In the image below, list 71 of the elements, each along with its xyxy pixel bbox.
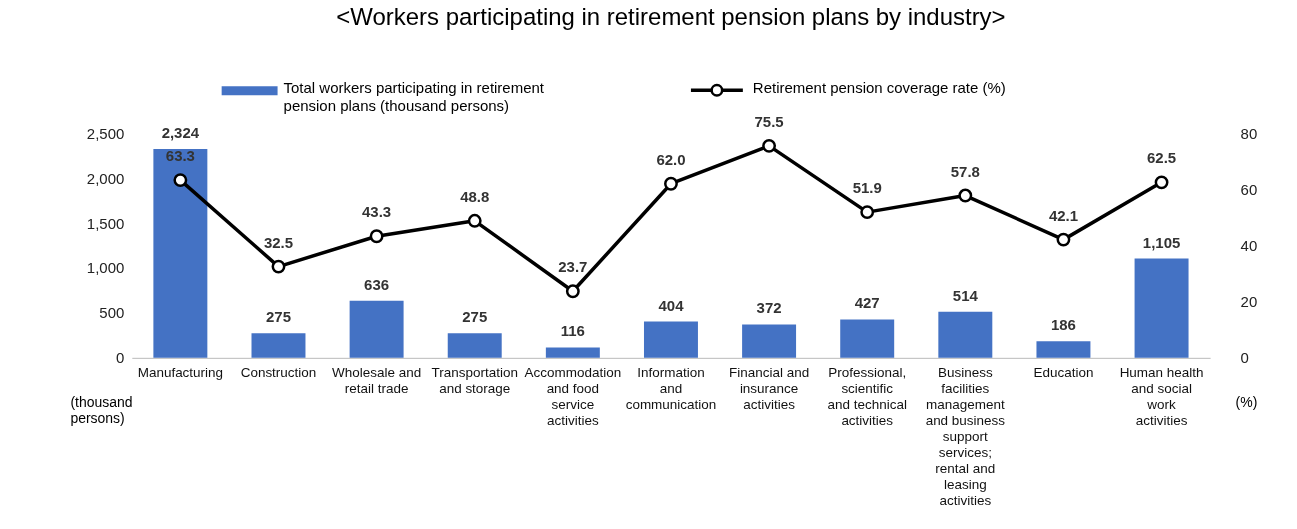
data-label: 75.5	[754, 112, 784, 130]
y2-tick-label: 40	[1240, 237, 1258, 255]
legend-label: Retirement pension coverage rate (%)	[752, 79, 1006, 97]
data-label: 636	[364, 275, 390, 293]
y2-tick-label: 80	[1240, 124, 1258, 142]
y-tick-label: 1,500	[86, 214, 125, 232]
y2-tick-label: 60	[1240, 180, 1258, 198]
y-tick-label: 2,000	[86, 169, 125, 187]
data-label: 404	[658, 296, 685, 314]
point	[565, 284, 580, 299]
data-label: 43.3	[362, 203, 392, 221]
x-tick-label: Information and communication	[625, 364, 717, 412]
bar	[251, 333, 306, 358]
point	[467, 213, 482, 228]
bar	[938, 311, 993, 358]
bar	[742, 324, 797, 358]
bar	[1134, 258, 1189, 358]
bar	[1036, 341, 1091, 358]
point	[173, 173, 188, 188]
y-tick-label: 1,000	[86, 259, 125, 277]
data-label: 275	[265, 308, 291, 326]
data-label: 63.3	[165, 147, 195, 165]
x-tick-label: Wholesale and retail trade	[332, 364, 422, 396]
y-tick-label: 500	[99, 304, 125, 322]
data-label: 2,324	[161, 124, 200, 142]
x-tick-label: Construction	[240, 364, 317, 380]
x-tick-label: Manufacturing	[137, 364, 224, 380]
legend-label: Total workers participating in retirement pension plans (thousand persons)	[283, 79, 545, 115]
point	[958, 188, 973, 203]
bar	[840, 319, 895, 358]
data-label: 62.5	[1146, 149, 1177, 167]
bar	[643, 321, 698, 358]
x-tick-label: Financial and insurance activities	[729, 364, 810, 412]
point	[762, 138, 777, 153]
data-label: 57.8	[950, 162, 980, 180]
data-label: 275	[462, 308, 488, 326]
x-tick-label: Transportation and storage	[431, 364, 518, 396]
data-label: 23.7	[558, 258, 588, 276]
y-tick-label: 0	[115, 349, 125, 367]
data-label: 427	[854, 294, 880, 312]
data-label: 32.5	[263, 233, 294, 251]
bar	[153, 149, 208, 358]
data-label: 186	[1050, 316, 1076, 334]
y-tick-label: 2,500	[86, 124, 125, 142]
bar	[447, 333, 502, 358]
data-label: 48.8	[460, 187, 490, 205]
bar	[545, 347, 600, 358]
point	[664, 176, 678, 191]
data-label: 42.1	[1048, 206, 1079, 224]
point	[271, 259, 286, 274]
y2-tick-label: 0	[1240, 349, 1249, 367]
data-label: 1,105	[1142, 233, 1181, 251]
x-tick-label: Human health and social work activities	[1119, 364, 1204, 428]
data-label: 372	[756, 299, 782, 317]
x-tick-label: Professional, scientific and technical activities	[827, 364, 907, 428]
y2-axis-title: (%)	[1235, 394, 1258, 411]
data-label: 51.9	[852, 179, 882, 197]
data-label: 62.0	[656, 150, 686, 168]
point	[860, 205, 875, 220]
x-tick-label: Accommodation and food service activities	[524, 364, 622, 428]
category-label: Business facilities management and business support services; rental and leasing activities	[925, 364, 1006, 508]
x-tick-label: Education	[1033, 364, 1094, 380]
bar	[349, 300, 404, 358]
y-axis-title: (thousand persons)	[70, 394, 133, 427]
data-label: 514	[952, 286, 979, 304]
point	[1056, 232, 1071, 247]
y2-tick-label: 20	[1240, 293, 1258, 311]
chart-title: <Workers participating in retirement pension plans by industry>	[336, 3, 1006, 31]
point	[1154, 175, 1169, 190]
data-label: 116	[560, 322, 585, 340]
point	[369, 229, 384, 244]
